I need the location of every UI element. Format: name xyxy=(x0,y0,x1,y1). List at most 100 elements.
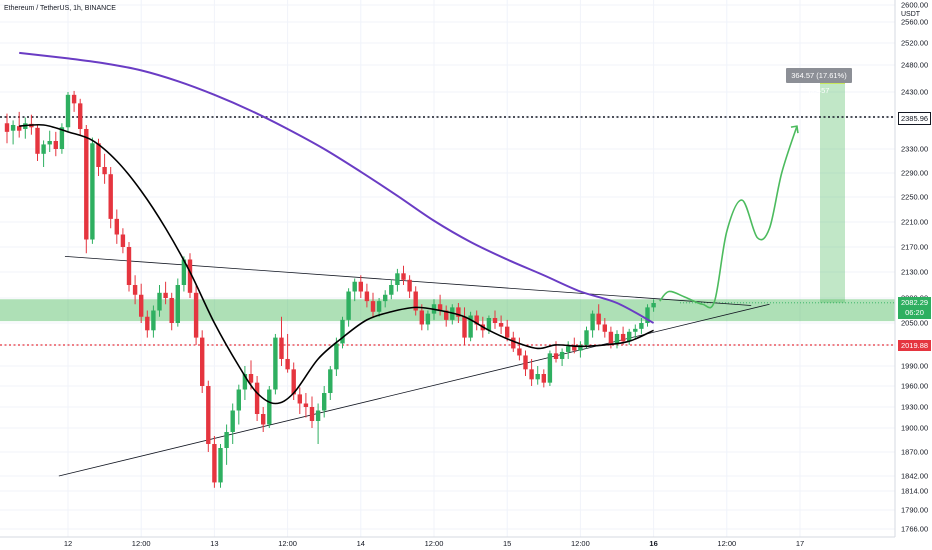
candle xyxy=(35,124,40,161)
candle xyxy=(413,286,418,316)
candle xyxy=(456,303,461,323)
time-axis-label: 12 xyxy=(64,539,72,548)
candle xyxy=(566,341,571,359)
candle-body xyxy=(218,448,223,483)
candle xyxy=(358,275,363,298)
moving-average-slow xyxy=(19,51,655,324)
candle-body xyxy=(291,369,296,395)
grid xyxy=(0,0,895,537)
candle-body xyxy=(523,355,528,370)
candle-body xyxy=(206,386,211,444)
projection-arrow-head xyxy=(790,125,799,134)
candle-body xyxy=(309,407,315,421)
candle xyxy=(517,337,522,361)
candle xyxy=(65,92,71,132)
price-axis-label: 2560.00 xyxy=(901,18,928,27)
candle xyxy=(309,396,315,428)
candle xyxy=(346,288,351,327)
candle xyxy=(242,366,248,400)
candle-body xyxy=(456,307,461,317)
candle-body xyxy=(352,281,357,292)
candle xyxy=(352,278,357,302)
time-axis-label: 14 xyxy=(357,539,365,548)
candle-body xyxy=(395,273,400,285)
price-axis-label: 2170.00 xyxy=(901,243,928,252)
candle xyxy=(364,283,370,308)
price-axis-label: 1842.00 xyxy=(901,472,928,481)
candle xyxy=(303,393,309,418)
price-axis-label: 1766.00 xyxy=(901,525,928,534)
time-axis-label: 12:00 xyxy=(717,539,736,548)
candle xyxy=(108,167,113,229)
candle-body xyxy=(444,310,449,320)
candle-body xyxy=(462,316,467,338)
candle xyxy=(547,350,553,386)
candle xyxy=(200,330,205,393)
candle-body xyxy=(437,304,443,311)
candle xyxy=(584,326,589,349)
time-axis-label: 15 xyxy=(503,539,511,548)
candle-body xyxy=(486,318,492,331)
candle xyxy=(602,318,607,338)
candle xyxy=(84,124,89,254)
candle-body xyxy=(334,343,339,370)
candle-body xyxy=(273,337,278,390)
time-axis-label: 12:00 xyxy=(425,539,444,548)
candle xyxy=(23,117,28,139)
candle-body xyxy=(120,234,126,247)
candle xyxy=(71,90,77,112)
candle xyxy=(157,285,162,317)
time-axis: 12 12:00 13 12:00 14 12:00 15 12:00 16 12:00 17 xyxy=(64,539,804,548)
candle-body xyxy=(425,313,431,325)
candle-body xyxy=(620,333,626,342)
candle xyxy=(254,376,260,421)
candle xyxy=(102,153,107,184)
candle-body xyxy=(41,144,46,154)
candle xyxy=(505,319,510,342)
candle-body xyxy=(468,315,473,338)
candle xyxy=(163,281,168,305)
candle-body xyxy=(90,143,95,240)
symbol-title: Ethereum / TetherUS, 1h, BINANCE xyxy=(4,5,116,12)
candle-body xyxy=(102,167,107,175)
candle xyxy=(492,310,498,329)
candle xyxy=(578,341,583,358)
price-axis-background xyxy=(895,0,932,537)
candle xyxy=(468,311,473,342)
candle xyxy=(535,366,540,385)
candle-body xyxy=(279,337,284,359)
candle xyxy=(370,292,376,317)
candle xyxy=(596,304,601,331)
candle xyxy=(376,298,382,317)
candle-body xyxy=(492,318,498,323)
candle xyxy=(437,294,443,316)
candle xyxy=(224,424,229,465)
candle xyxy=(315,403,321,444)
price-axis-label: 2430.00 xyxy=(901,88,928,97)
candle-body xyxy=(322,393,327,411)
candle xyxy=(206,380,211,452)
candle-body xyxy=(651,303,656,308)
candle-body xyxy=(315,410,321,421)
price-axis-label: 2290.00 xyxy=(901,169,928,178)
candle xyxy=(218,444,223,488)
candle-body xyxy=(596,313,601,325)
candle-body xyxy=(511,337,516,349)
price-axis-label: 2210.00 xyxy=(901,218,928,227)
current-price-value: 2082.29 xyxy=(900,298,929,307)
candle-body xyxy=(4,123,10,132)
price-axis: 2600.00 2560.00 2520.00 2480.00 2430.00 2330.… xyxy=(901,1,928,534)
candle-body xyxy=(236,389,241,411)
candle-body xyxy=(328,369,333,393)
price-axis-label: 1814.00 xyxy=(901,487,928,496)
candle-body xyxy=(267,389,272,425)
candle xyxy=(4,113,10,144)
candle-body xyxy=(346,291,351,320)
candle-body xyxy=(358,281,363,292)
price-axis-label: 2250.00 xyxy=(901,193,928,202)
candle xyxy=(193,285,199,345)
candle xyxy=(53,131,58,157)
candle-body xyxy=(389,285,394,295)
candle-body xyxy=(547,353,553,383)
